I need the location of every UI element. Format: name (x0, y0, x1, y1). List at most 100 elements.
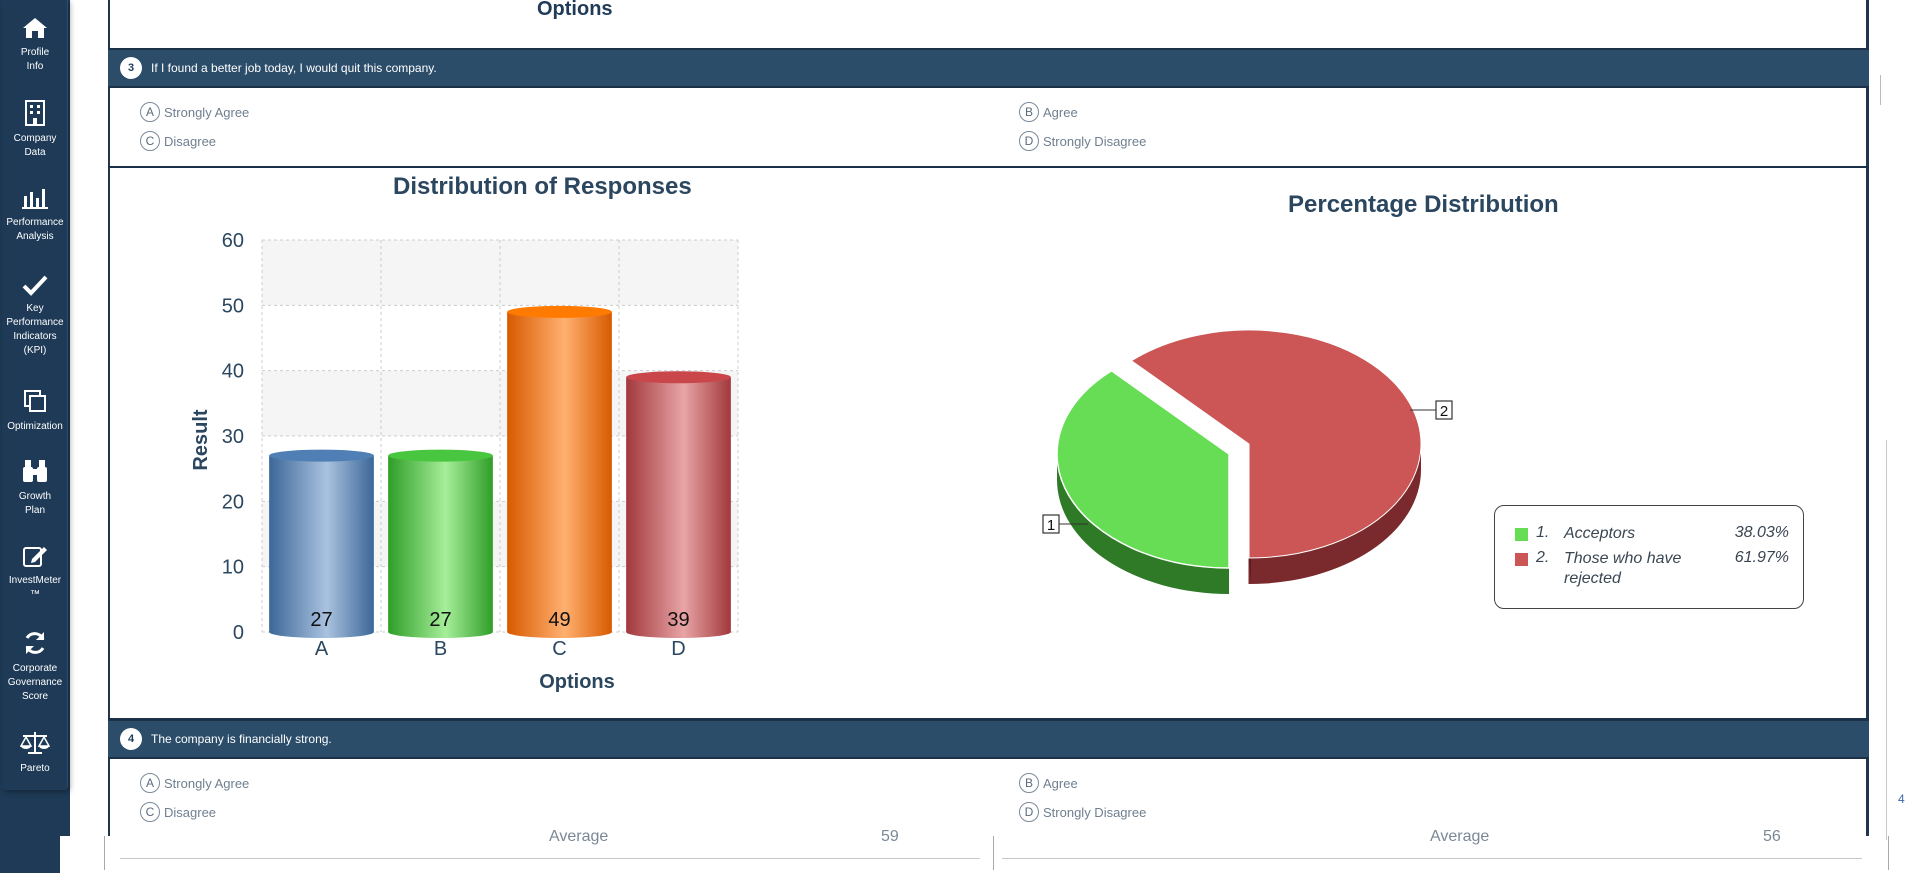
option-a[interactable]: A Strongly Agree (140, 773, 249, 793)
bar-value-label: 49 (548, 609, 570, 631)
sidebar-item-company-data[interactable]: Company Data (2, 100, 68, 160)
divider (1002, 858, 1862, 859)
question-text: The company is financially strong. (151, 732, 332, 746)
bar-value-label: 27 (429, 609, 451, 631)
bar-b[interactable] (388, 449, 493, 638)
x-tick-label: B (434, 638, 447, 660)
copy-icon (24, 390, 46, 412)
sidebar-item-kpi[interactable]: Key Performance Indicators (KPI) (2, 274, 68, 358)
option-letter: B (1019, 102, 1039, 122)
legend-number: 2. (1536, 549, 1550, 566)
bar-value-label: 27 (310, 609, 332, 631)
average-value-left: 59 (881, 828, 899, 845)
sidebar-item-label: Company Data (13, 133, 57, 158)
option-d[interactable]: D Strongly Disagree (1019, 802, 1146, 822)
pie-legend: 1. Acceptors 38.03% 2. Those who have re… (1494, 505, 1804, 609)
bar-cap (269, 449, 374, 462)
option-letter: B (1019, 773, 1039, 793)
divider (120, 858, 980, 859)
y-axis-label: Result (190, 409, 212, 470)
bar-chart-title: Distribution of Responses (393, 173, 692, 200)
pie-slice-acceptors[interactable] (1056, 369, 1230, 569)
legend-percent: 61.97% (1734, 549, 1789, 566)
option-c[interactable]: C Disagree (140, 131, 216, 151)
sidebar-item-growth-plan[interactable]: Growth Plan (2, 458, 68, 518)
option-label: Disagree (164, 804, 217, 820)
average-value-right: 56 (1763, 828, 1781, 845)
edit-icon (23, 547, 47, 567)
option-b[interactable]: B Agree (1019, 773, 1078, 793)
sidebar-item-performance-analysis[interactable]: Performance Analysis (2, 186, 68, 244)
binoculars-icon (23, 460, 47, 482)
refresh-icon (25, 632, 45, 654)
pie-callout-label: 2 (1440, 403, 1448, 420)
pie-slice-rejected[interactable] (1130, 329, 1422, 559)
bar-a[interactable] (269, 449, 374, 638)
option-b[interactable]: B Agree (1019, 102, 1078, 122)
pie-callout-box (1042, 514, 1060, 534)
sidebar-item-label: Growth Plan (18, 491, 52, 516)
sidebar-item-pareto[interactable]: Pareto (2, 730, 68, 776)
previous-chart-xlabel: Options (537, 0, 613, 20)
pie-callout-label: 1 (1047, 517, 1055, 534)
y-tick-label: 30 (222, 426, 244, 448)
bar-chart: Result Options 0 10 20 30 40 50 60 27 A 27 B 49 C 39 D (190, 230, 739, 693)
y-tick-label: 10 (222, 557, 244, 579)
y-tick-label: 0 (233, 622, 244, 644)
checkmark-icon (22, 275, 48, 296)
option-c[interactable]: C Disagree (140, 802, 216, 822)
legend-label: Acceptors (1564, 525, 1636, 542)
option-label: Disagree (164, 133, 217, 149)
sidebar-item-optimization[interactable]: Optimization (2, 388, 68, 434)
page-number[interactable]: 4 (1898, 792, 1905, 806)
bar-base (626, 626, 731, 638)
option-label: Strongly Disagree (1043, 804, 1147, 820)
content-frame-left (108, 0, 110, 836)
option-letter: A (140, 773, 160, 793)
sidebar-item-profile-info[interactable]: Profile Info (2, 16, 68, 74)
option-d[interactable]: D Strongly Disagree (1019, 131, 1146, 151)
bar-cap (507, 305, 612, 318)
option-letter: D (1019, 802, 1039, 822)
sidebar-item-label: Corporate Governance Score (7, 663, 63, 702)
question-text: If I found a better job today, I would q… (151, 61, 437, 75)
question-header: 4 The company is financially strong. (108, 719, 1869, 759)
option-letter: A (140, 102, 160, 122)
legend-item-rejected: 2. Those who have rejected 61.97% (1515, 549, 1789, 589)
bar-body (388, 455, 493, 632)
sidebar-item-label: Pareto (20, 763, 50, 774)
divider (1888, 836, 1889, 870)
scrollbar-track[interactable] (1886, 440, 1887, 840)
option-label: Strongly Agree (164, 775, 250, 791)
sidebar-item-label: Performance Analysis (6, 217, 64, 242)
question-number: 4 (120, 728, 142, 750)
sidebar-item-label: Optimization (7, 421, 63, 432)
building-icon (25, 100, 45, 126)
x-tick-label: D (671, 638, 685, 660)
option-a[interactable]: A Strongly Agree (140, 102, 249, 122)
bar-d[interactable] (626, 371, 731, 638)
legend-label: Those who have rejected (1564, 550, 1682, 587)
legend-swatch (1515, 553, 1528, 566)
legend-item-acceptors: 1. Acceptors 38.03% (1515, 524, 1789, 544)
option-letter: C (140, 802, 160, 822)
x-tick-label: A (315, 638, 329, 660)
legend-number: 1. (1536, 524, 1550, 541)
option-label: Agree (1043, 775, 1078, 791)
home-icon (23, 18, 47, 38)
average-label-right: Average (1430, 828, 1490, 845)
legend-percent: 38.03% (1734, 524, 1789, 541)
sidebar-item-label: Profile Info (20, 47, 50, 72)
x-axis-label: Options (539, 671, 615, 693)
scroll-handle[interactable] (1880, 75, 1888, 105)
y-tick-label: 20 (222, 491, 244, 513)
pie-slice-side (1249, 444, 1421, 584)
bar-c[interactable] (507, 305, 612, 638)
y-tick-label: 60 (222, 230, 244, 252)
scale-icon (20, 732, 50, 754)
sidebar-item-corporate-governance[interactable]: Corporate Governance Score (2, 630, 68, 704)
sidebar-item-investmeter[interactable]: InvestMeter ™ (2, 544, 68, 602)
legend-swatch (1515, 528, 1528, 541)
divider (993, 836, 994, 870)
